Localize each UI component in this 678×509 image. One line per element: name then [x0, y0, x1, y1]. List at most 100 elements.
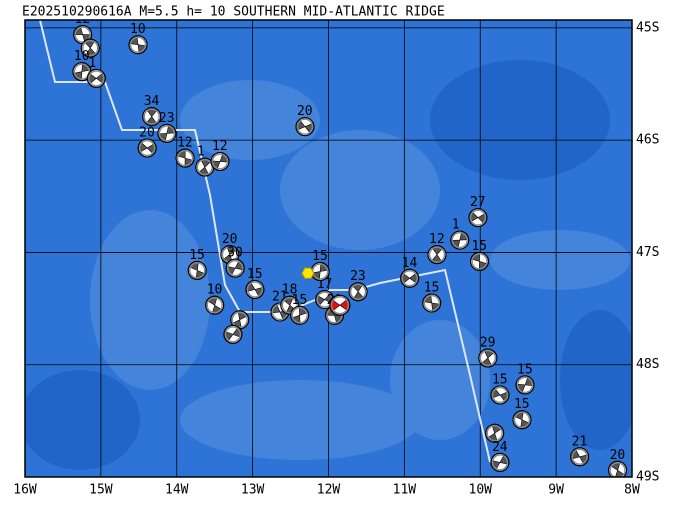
lon-tick-label: 8W: [624, 483, 640, 498]
focal-mechanism: [245, 279, 265, 299]
focal-mechanism: [128, 35, 148, 55]
beachball-outline: [128, 35, 148, 55]
lon-tick-label: 13W: [241, 483, 265, 498]
focal-mechanism: [348, 282, 368, 302]
beachball-rim: [491, 454, 509, 471]
depth-label: 21: [572, 434, 588, 449]
focal-mechanism: [468, 208, 488, 228]
depth-label: 15: [312, 249, 328, 264]
depth-label: 10: [207, 283, 223, 298]
beachball-rim: [296, 118, 314, 135]
focal-mechanism: [205, 295, 225, 315]
depth-label: 18: [282, 283, 298, 298]
focal-mechanism: [187, 260, 207, 280]
focal-mechanism: [210, 151, 230, 171]
beachball-outline: [175, 148, 195, 168]
focal-mechanism: [86, 68, 106, 88]
beachball-outline: [400, 268, 420, 288]
beachball-outline: [608, 460, 628, 477]
beachball-rim: [74, 26, 91, 43]
focal-mechanism: [422, 293, 442, 313]
depth-label: 1: [452, 218, 460, 233]
lon-tick-label: 16W: [13, 483, 37, 498]
lon-tick-label: 15W: [89, 483, 113, 498]
focal-mechanism: [157, 123, 177, 143]
beachball-outline: [515, 375, 535, 395]
depth-label: 12: [75, 12, 91, 27]
beachball-outline: [210, 151, 230, 171]
beachball-rim: [138, 139, 156, 157]
beachball-rim: [423, 294, 440, 312]
beachball-rim: [224, 326, 242, 343]
beachball-rim: [571, 448, 588, 466]
lon-tick-label: 14W: [165, 483, 189, 498]
beachball-rim: [428, 246, 446, 263]
depth-label: 23: [159, 111, 175, 126]
beachball-rim: [281, 296, 299, 314]
lat-tick-label: 46S: [636, 133, 659, 148]
focal-mechanism: [230, 310, 250, 330]
beachball-outline: [570, 447, 590, 467]
depth-label: 20: [222, 232, 238, 247]
focal-mechanism: [295, 117, 315, 137]
map-title: E202510290616A M=5.5 h= 10 SOUTHERN MID-…: [22, 5, 445, 20]
focal-mechanism: [469, 251, 489, 271]
beachball-rim: [516, 376, 534, 394]
depth-label: 15: [292, 293, 308, 308]
depth-label: 14: [402, 256, 418, 271]
reference-marker: [301, 267, 315, 279]
beachball-rim: [211, 153, 229, 170]
depth-label: 20: [610, 448, 626, 463]
lon-tick-label: 11W: [393, 483, 417, 498]
lon-tick-label: 9W: [548, 483, 564, 498]
focal-mechanism: [72, 62, 92, 82]
beachball-rim: [471, 253, 488, 270]
lat-tick-label: 47S: [636, 245, 659, 260]
focal-mechanism: [427, 245, 447, 265]
beachball-outline: [468, 208, 488, 228]
beachball-outline: [469, 251, 489, 271]
beachball-rim: [206, 296, 223, 314]
ocean: 1210110342320121122015203015102118151720…: [25, 12, 632, 477]
depth-label: 23: [350, 269, 366, 284]
beachball-rim: [226, 259, 244, 277]
depth-label: 20: [297, 104, 313, 119]
depth-label: 12: [212, 139, 228, 154]
depth-label: 29: [480, 335, 496, 350]
beachball-rim: [246, 281, 264, 298]
focal-mechanism: [142, 107, 162, 127]
beachball-rim: [291, 307, 308, 324]
beachball-outline: [205, 295, 225, 315]
lon-tick-label: 10W: [469, 483, 493, 498]
beachball-outline: [142, 107, 162, 127]
map-frame: [24, 19, 633, 478]
beachball-rim: [158, 125, 176, 142]
focal-mechanism: [175, 148, 195, 168]
beachball-outline: [329, 294, 351, 316]
depth-label: 10: [130, 22, 146, 37]
beachball-outline: [137, 138, 157, 158]
beachball-outline: [245, 279, 265, 299]
focal-mechanism: [223, 324, 243, 344]
beachball-rim: [82, 39, 99, 57]
depth-label: 30: [227, 246, 243, 261]
lat-tick-label: 45S: [636, 20, 659, 35]
depth-label: 15: [471, 239, 487, 254]
beachball-rim: [479, 349, 497, 367]
beachball-outline: [490, 452, 510, 472]
beachball-rim: [330, 295, 350, 315]
depth-label: 20: [139, 126, 155, 141]
beachball-rim: [176, 149, 194, 167]
focal-mechanism: [137, 138, 157, 158]
beachball-outline: [295, 117, 315, 137]
beachball-outline: [478, 348, 498, 368]
beachball-rim: [513, 411, 531, 428]
depth-label: 34: [144, 94, 160, 109]
depth-label: 15: [514, 397, 530, 412]
depth-label: 1: [88, 56, 96, 71]
beachball-rim: [88, 70, 105, 87]
beachball-rim: [469, 209, 487, 226]
focal-mechanism: [512, 410, 532, 430]
focal-mechanism: [225, 258, 245, 278]
